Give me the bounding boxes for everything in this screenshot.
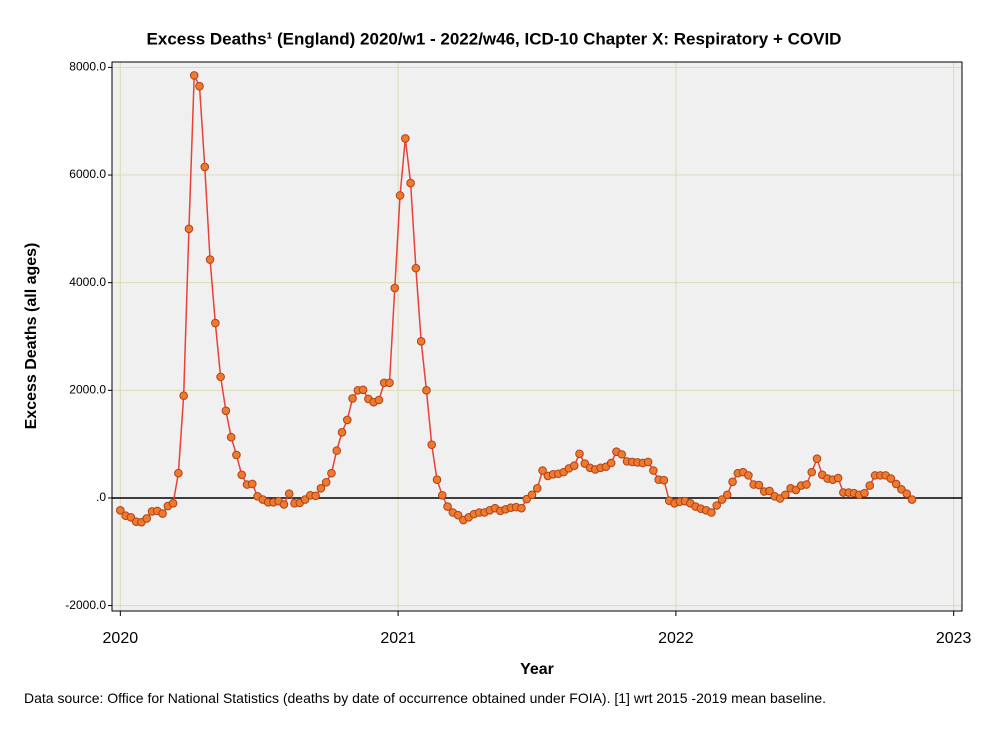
data-point (802, 480, 811, 489)
data-point (527, 490, 537, 500)
data-point (142, 514, 152, 523)
y-tick-label: -2000.0 (65, 598, 106, 612)
data-point (232, 450, 241, 460)
data-point (617, 450, 627, 459)
data-point (659, 475, 669, 485)
plot-frame (111, 61, 963, 612)
data-point (807, 467, 817, 477)
y-tick-label: .0 (96, 490, 106, 504)
data-point (205, 255, 215, 264)
data-point (216, 372, 225, 382)
data-point (174, 468, 183, 478)
data-point (395, 191, 405, 200)
data-point (284, 489, 294, 498)
y-axis-label: Excess Deaths (all ages) (23, 243, 40, 430)
data-point (358, 385, 368, 395)
data-point (401, 134, 410, 143)
chart-title: Excess Deaths¹ (England) 2020/w1 - 2022/… (147, 29, 842, 48)
data-point (453, 510, 463, 520)
plot-area (112, 62, 962, 611)
data-point (860, 488, 869, 498)
x-tick-label: 2020 (103, 630, 139, 647)
data-point (184, 224, 194, 234)
data-point (443, 502, 452, 511)
data-point (891, 479, 901, 489)
data-point (728, 477, 737, 487)
data-point (158, 509, 167, 518)
data-point (416, 337, 426, 346)
data-point (812, 454, 822, 463)
data-point (211, 318, 220, 328)
data-point (781, 490, 790, 500)
x-tick-label: 2023 (936, 630, 972, 647)
data-point (279, 500, 289, 509)
data-point (765, 486, 774, 496)
data-point (707, 508, 716, 517)
y-tick-label: 2000.0 (69, 382, 106, 396)
data-point (643, 457, 653, 467)
data-point (649, 466, 658, 475)
chart: Excess Deaths¹ (England) 2020/w1 - 2022/… (23, 29, 972, 678)
data-point (427, 440, 437, 449)
data-point (116, 506, 125, 515)
data-point (311, 491, 320, 501)
data-point (406, 178, 415, 188)
data-point (865, 481, 875, 490)
x-axis-label: Year (520, 661, 554, 678)
y-tick-label: 4000.0 (69, 275, 106, 289)
y-tick-label: 8000.0 (69, 60, 106, 74)
data-point (348, 394, 357, 403)
y-tick-label: 6000.0 (69, 167, 106, 181)
data-point (327, 468, 336, 478)
data-point (342, 415, 352, 425)
data-point (385, 378, 394, 388)
data-point (247, 479, 257, 489)
data-point (833, 473, 843, 483)
data-point (321, 478, 331, 487)
data-point (538, 466, 547, 475)
data-point (200, 162, 210, 172)
data-point (374, 395, 384, 405)
data-point (221, 406, 231, 416)
data-point (337, 428, 347, 437)
x-tick-label: 2021 (380, 630, 416, 647)
data-point (712, 501, 722, 510)
data-point (179, 391, 188, 401)
data-point (754, 480, 764, 490)
data-point (717, 495, 727, 504)
data-point (226, 432, 236, 442)
data-point (437, 490, 447, 500)
data-point (902, 489, 912, 498)
data-point (422, 386, 431, 395)
data-point (237, 470, 247, 480)
data-point (168, 499, 178, 508)
x-tick-label: 2022 (658, 630, 694, 647)
data-point (575, 449, 584, 459)
data-point (722, 490, 732, 500)
data-point (316, 483, 326, 493)
data-point (907, 495, 917, 504)
data-point (886, 474, 896, 483)
footnote: Data source: Office for National Statist… (24, 690, 827, 706)
data-point (411, 263, 421, 273)
data-point (332, 446, 342, 455)
data-point (606, 458, 616, 468)
data-point (569, 461, 579, 470)
data-point (195, 81, 204, 91)
data-point (744, 471, 753, 480)
data-point (432, 475, 442, 484)
data-point (390, 283, 400, 293)
data-point (517, 503, 526, 513)
data-point (189, 71, 199, 80)
data-point (532, 483, 542, 493)
